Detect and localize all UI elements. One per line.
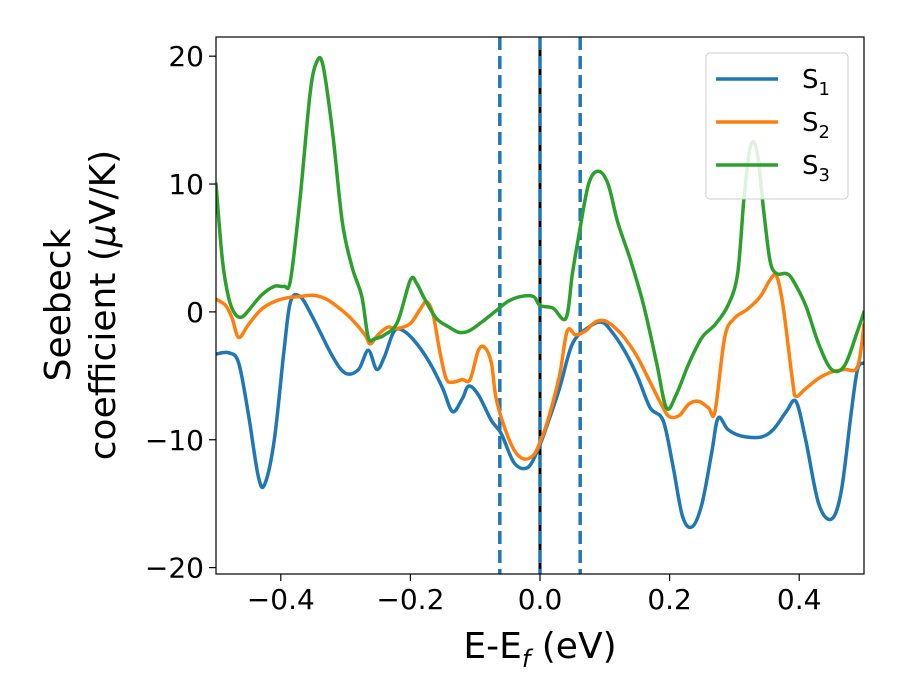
legend-label-s3: S3 <box>802 151 830 186</box>
x-tick-label: 0.4 <box>777 583 822 616</box>
y-axis-label-line1: Seebeck <box>38 228 79 381</box>
x-tick-label: 0.0 <box>518 583 563 616</box>
series-line-s1 <box>216 292 864 530</box>
y-axis-label-line2: coefficient (μV/K) <box>83 150 124 460</box>
series-line-s2 <box>216 272 864 461</box>
y-tick-label: 0 <box>186 296 204 329</box>
legend: S1 S2 S3 <box>705 52 849 200</box>
legend-box <box>705 52 849 200</box>
y-tick-label: 10 <box>168 168 204 201</box>
x-axis-label: E-Ef (eV) <box>463 626 616 673</box>
legend-label-s2: S2 <box>802 108 830 143</box>
legend-label-s1: S1 <box>802 65 830 100</box>
x-tick-label: −0.4 <box>247 583 315 616</box>
x-tick-label: −0.2 <box>376 583 444 616</box>
y-tick-label: −10 <box>145 424 204 457</box>
x-tick-label: 0.2 <box>647 583 692 616</box>
y-axis-label: Seebeck coefficient (μV/K) <box>38 150 124 460</box>
y-tick-label: −20 <box>145 552 204 585</box>
y-tick-label: 20 <box>168 40 204 73</box>
